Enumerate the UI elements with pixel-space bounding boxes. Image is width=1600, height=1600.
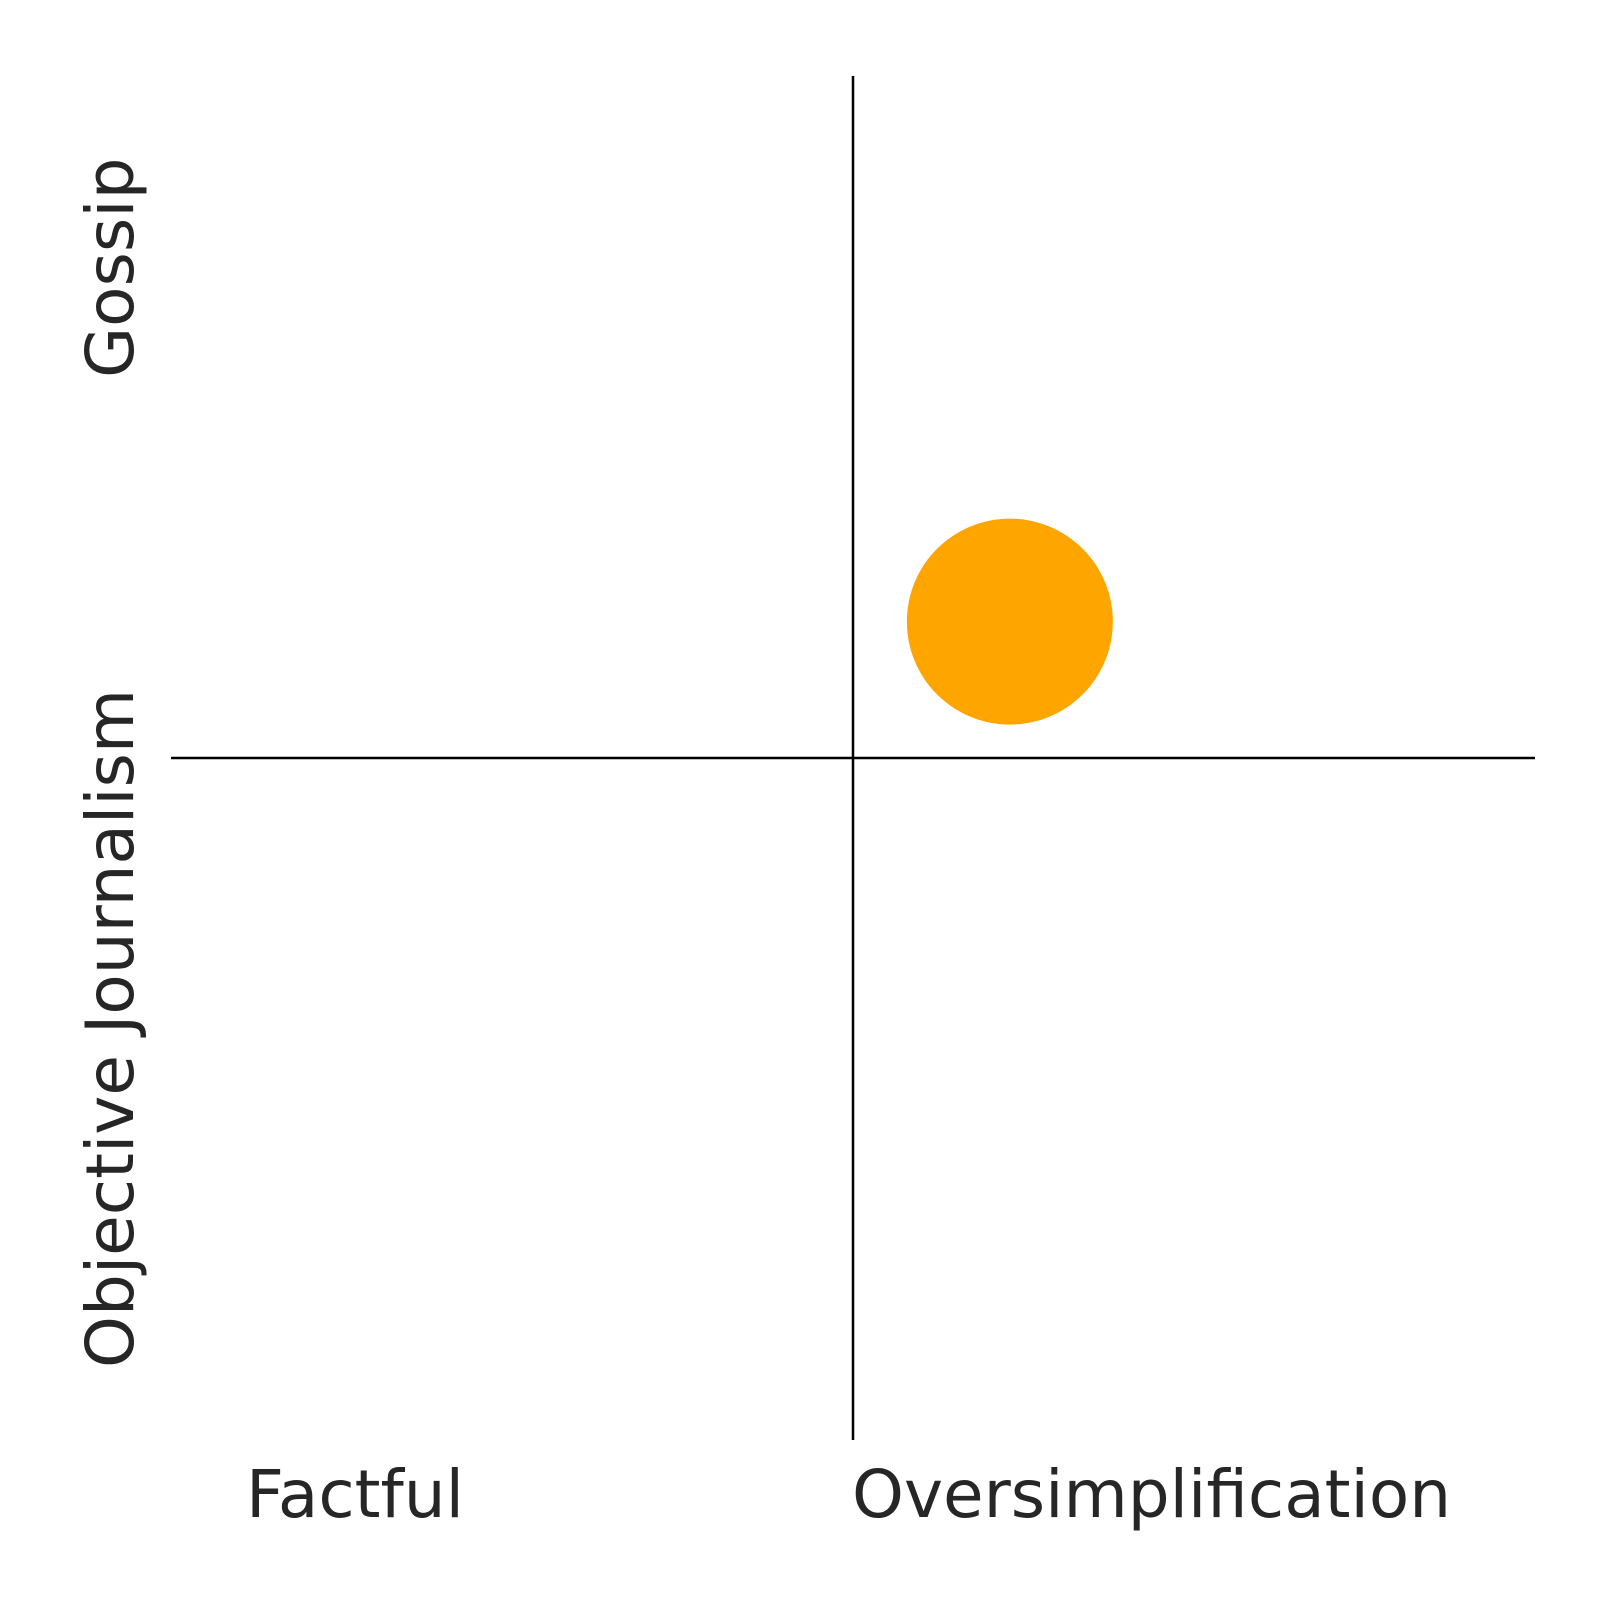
y-axis-top-label: Gossip [72,157,149,378]
axes [171,76,1535,1440]
data-point-1 [906,518,1113,725]
x-axis-left-label: Factful [246,1456,464,1533]
y-axis-bottom-label: Objective Journalism [72,689,149,1368]
x-axis-right-label: Oversimplification [852,1456,1451,1533]
data-points [906,518,1113,725]
